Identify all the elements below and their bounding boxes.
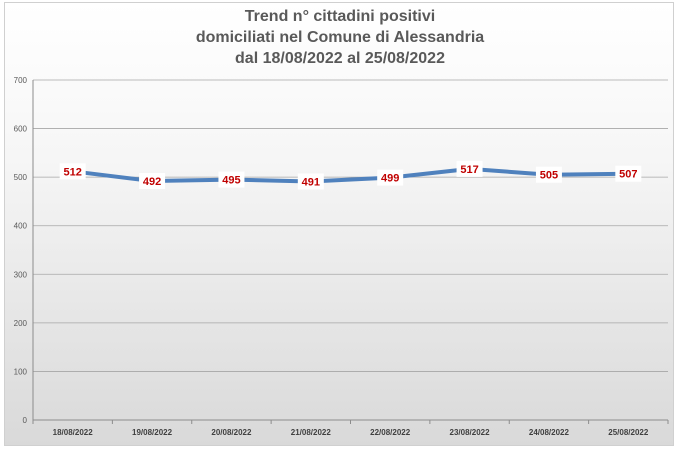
gridlines [33,79,668,372]
y-tick-label: 500 [14,173,28,182]
data-label-box [456,160,483,177]
data-label: 491 [302,177,320,189]
x-tick-label: 20/08/2022 [211,428,252,437]
data-label-box [59,163,86,180]
y-tick-label: 600 [14,125,28,134]
y-tick-label: 200 [14,319,28,328]
data-label-box [535,166,562,183]
chart-title-line-3: dal 18/08/2022 al 25/08/2022 [235,50,445,67]
series-layer [70,166,631,184]
x-tick-label: 23/08/2022 [450,428,491,437]
y-tick-label: 100 [14,367,28,376]
data-label-box [218,171,245,188]
x-tick-label: 21/08/2022 [291,428,332,437]
data-label: 512 [64,166,82,178]
data-labels: 512 492 495 491 499 517 505 507 [59,160,642,190]
y-axis: 0 100 200 300 400 500 600 700 [14,76,34,425]
data-label-box [297,173,324,190]
data-label: 492 [143,176,161,188]
x-tick-label: 24/08/2022 [529,428,570,437]
x-tick-label: 19/08/2022 [132,428,173,437]
data-label: 499 [381,173,399,185]
x-tick-label: 18/08/2022 [53,428,94,437]
data-label: 517 [460,164,478,176]
chart-frame [4,2,674,446]
x-tick-label: 25/08/2022 [608,428,649,437]
data-label: 495 [222,175,240,187]
data-label: 505 [540,170,558,182]
chart-title-line-1: Trend n° cittadini positivi [244,8,436,25]
chart-title-line-2: domiciliati nel Comune di Alessandria [195,29,485,46]
x-tick-label: 22/08/2022 [370,428,411,437]
x-axis: 18/08/2022 19/08/2022 20/08/2022 21/08/2022… [32,419,669,437]
data-label-box [377,169,404,186]
series-line [70,166,631,184]
y-tick-label: 700 [14,76,28,85]
y-tick-label: 400 [14,222,28,231]
y-tick-label: 0 [23,416,28,425]
data-label: 507 [619,169,637,181]
y-tick-label: 300 [14,270,28,279]
chart-title: Trend n° cittadini positivi domiciliati … [0,6,680,69]
data-label-box [139,173,166,190]
data-label-box [615,165,642,182]
